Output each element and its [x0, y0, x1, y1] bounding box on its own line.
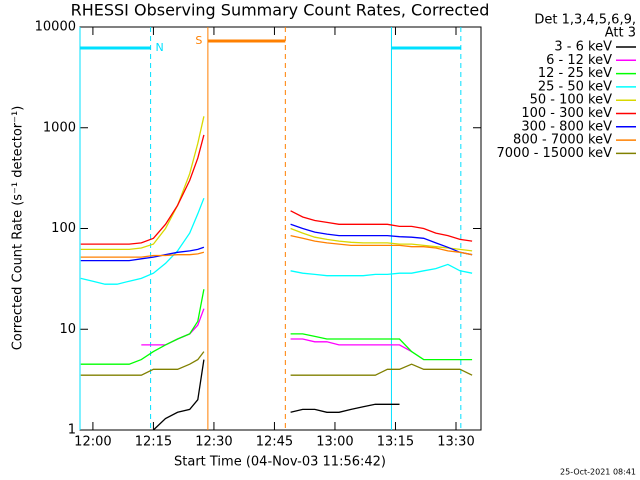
x-tick-label: 13:15: [377, 435, 414, 450]
y-tick-label: 100: [51, 221, 76, 236]
legend-label: 7000 - 15000 keV: [497, 146, 613, 161]
x-tick-label: 12:30: [195, 435, 232, 450]
legend-label: 100 - 300 keV: [521, 106, 612, 121]
series-line: [80, 289, 473, 365]
x-tick-label: 12:15: [135, 435, 172, 450]
series-line: [80, 197, 473, 285]
legend-label: 300 - 800 keV: [521, 119, 612, 134]
interval-label: N: [155, 41, 163, 54]
legend-title: Att 3: [605, 26, 636, 41]
chart-title: RHESSI Observing Summary Count Rates, Co…: [71, 1, 490, 20]
series-line: [80, 223, 473, 262]
legend-title: Det 1,3,4,5,6,9,: [534, 13, 636, 28]
footer: 25-Oct-2021 08:41: [560, 468, 636, 477]
series-line: [80, 234, 473, 258]
legend-label: 12 - 25 keV: [538, 66, 612, 81]
y-axis-label: Corrected Count Rate (s⁻¹ detector⁻¹): [11, 106, 26, 351]
legend-label: 800 - 7000 keV: [513, 133, 612, 148]
y-tick-label: 10000: [35, 20, 76, 35]
x-tick-label: 12:00: [74, 435, 111, 450]
y-tick-label: 10: [59, 322, 76, 337]
series-line: [80, 351, 473, 376]
series-line: [80, 134, 473, 245]
x-axis-label: Start Time (04-Nov-03 11:56:42): [174, 455, 386, 470]
legend-label: 50 - 100 keV: [530, 93, 613, 108]
x-tick-label: 12:45: [256, 435, 293, 450]
legend-label: 3 - 6 keV: [554, 40, 612, 55]
y-tick-label: 1: [68, 423, 76, 438]
legend-label: 25 - 50 keV: [538, 79, 612, 94]
x-tick-label: 13:00: [316, 435, 353, 450]
series-line: [80, 116, 473, 252]
interval-label: S: [195, 34, 202, 47]
y-tick-label: 1000: [43, 120, 76, 135]
series-line: [152, 359, 400, 431]
legend-label: 6 - 12 keV: [546, 53, 612, 68]
x-tick-label: 13:30: [437, 435, 474, 450]
series-line: [141, 308, 412, 353]
